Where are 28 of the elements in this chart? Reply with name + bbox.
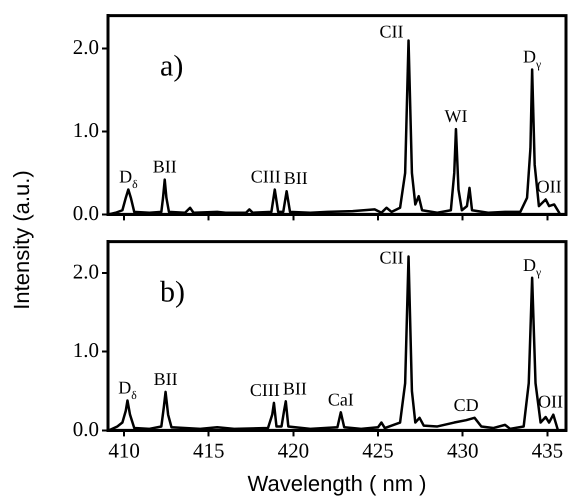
annotation: CII — [380, 248, 404, 268]
x-tick-label: 420 — [278, 438, 310, 463]
y-tick-label: 1.0 — [72, 118, 99, 142]
annotation: BII — [282, 378, 307, 398]
y-tick-label: 1.0 — [72, 338, 99, 362]
y-tick-label: 2.0 — [72, 35, 99, 60]
x-tick-label: 430 — [446, 438, 478, 463]
annotation: CIII — [250, 166, 281, 187]
annotation: OII — [538, 392, 564, 412]
x-tick-label: 410 — [108, 438, 140, 463]
annotation: BII — [154, 368, 178, 389]
annotation: a) — [160, 50, 184, 83]
annotation: CIII — [250, 380, 280, 400]
y-tick-label: 0.0 — [72, 200, 99, 225]
annotation: CD — [454, 394, 479, 415]
x-axis-title: Wavelength ( nm ) — [248, 470, 426, 496]
x-tick-label: 425 — [362, 438, 394, 463]
y-tick-label: 2.0 — [72, 260, 99, 284]
annotation: BII — [152, 156, 177, 177]
annotation: BII — [284, 168, 308, 188]
annotation: b) — [160, 276, 185, 309]
x-tick-label: 435 — [532, 438, 564, 463]
annotation: CaI — [328, 389, 354, 410]
x-tick-label: 415 — [192, 438, 224, 463]
y-axis-title: Intensity (a.u.) — [8, 169, 35, 312]
annotation: CII — [380, 22, 404, 42]
annotation: WI — [444, 106, 468, 126]
y-tick-label: 0.0 — [72, 416, 99, 441]
